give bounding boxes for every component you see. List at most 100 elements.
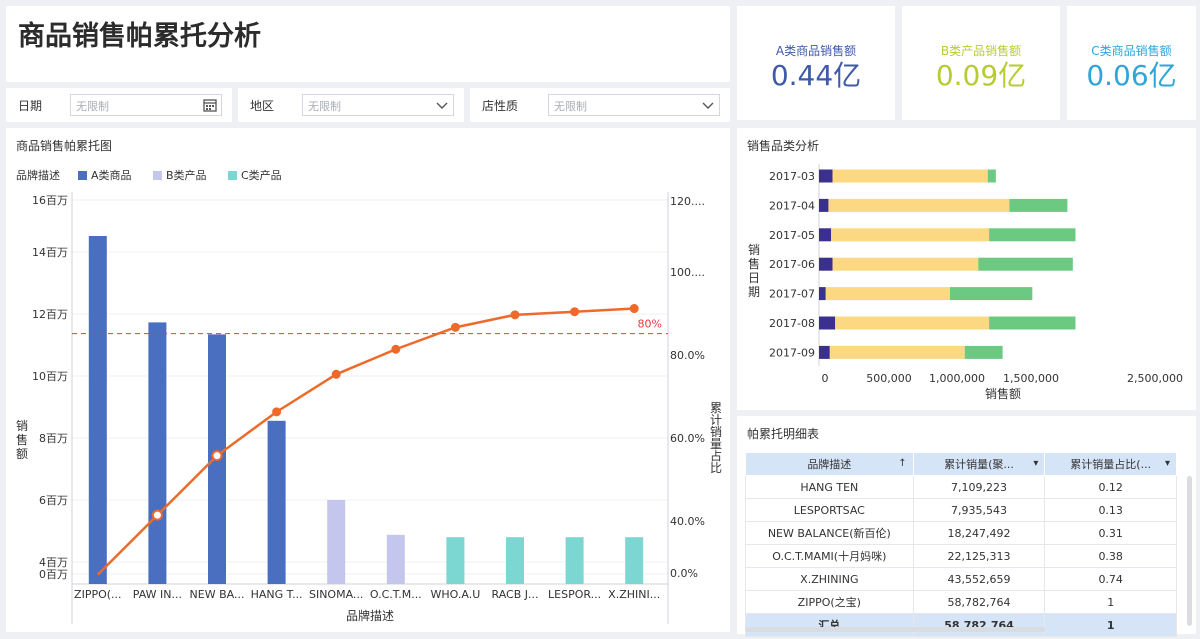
cat-bar-segment[interactable]: [819, 228, 832, 242]
calendar-icon[interactable]: [203, 98, 217, 112]
kpi-value-c: 0.06亿: [1086, 59, 1177, 92]
cumulative-point[interactable]: [211, 450, 223, 462]
cumulative-point[interactable]: [331, 369, 341, 379]
pareto-bar[interactable]: [88, 236, 107, 584]
table-row[interactable]: LESPORTSAC 7,935,543 0.13: [745, 498, 1177, 522]
pareto-bar[interactable]: [625, 537, 644, 584]
pareto-bar[interactable]: [506, 537, 524, 584]
table-row[interactable]: X.ZHINING 43,552,659 0.74: [745, 567, 1177, 591]
legend-item[interactable]: A类商品: [91, 168, 132, 182]
table-row[interactable]: NEW BALANCE(新百伦) 18,247,492 0.31: [745, 521, 1177, 545]
cat-bar-segment[interactable]: [828, 198, 1010, 212]
y-tick-label: 10百万: [32, 370, 68, 383]
filter-store-type: 店性质 无限制: [470, 88, 730, 122]
svg-text:占: 占: [710, 448, 722, 463]
cumulative-point[interactable]: [450, 322, 460, 332]
cat-bar-segment[interactable]: [989, 228, 1076, 242]
cat-bar-segment[interactable]: [949, 287, 1033, 301]
kpi-card-b: B类产品销售额 0.09亿: [902, 6, 1060, 120]
region-select[interactable]: 无限制: [302, 94, 454, 116]
cat-bar-segment[interactable]: [825, 287, 950, 301]
x-tick-label: ZIPPO(...: [74, 588, 122, 601]
x-tick-label: SINOMA...: [309, 588, 363, 601]
header-cum-sales[interactable]: 累计销量(聚... ▾: [912, 452, 1046, 476]
vertical-scrollbar[interactable]: [1187, 476, 1192, 626]
svg-text:计: 计: [710, 413, 722, 427]
cat-bar-segment[interactable]: [835, 316, 990, 330]
filter-region-label: 地区: [250, 99, 275, 113]
table-row[interactable]: ZIPPO(之宝) 58,782,764 1: [745, 590, 1177, 614]
cumulative-point[interactable]: [151, 509, 163, 521]
chevron-down-icon[interactable]: [701, 98, 715, 112]
title-panel: 商品销售帕累托分析: [6, 6, 730, 82]
horizontal-scrollbar[interactable]: [745, 627, 1045, 632]
table-cell: 0.31: [1044, 521, 1177, 545]
chevron-down-icon[interactable]: [435, 98, 449, 112]
legend-item[interactable]: C类产品: [241, 168, 282, 182]
cumulative-point[interactable]: [391, 344, 401, 354]
date-input[interactable]: 无限制: [70, 94, 222, 116]
pareto-bar[interactable]: [327, 500, 346, 584]
table-row[interactable]: O.C.T.MAMI(十月妈咪) 22,125,313 0.38: [745, 544, 1177, 568]
cumulative-point[interactable]: [570, 307, 580, 317]
dropdown-icon[interactable]: ▾: [1164, 458, 1170, 469]
cat-bar-segment[interactable]: [964, 345, 1003, 359]
x-tick-label: O.C.T.M...: [370, 588, 422, 601]
y-tick-label: 8百万: [39, 432, 68, 445]
legend-title: 品牌描述: [16, 168, 60, 182]
cat-bar-segment[interactable]: [1009, 198, 1068, 212]
cat-bar-segment[interactable]: [819, 198, 829, 212]
cat-bar-segment[interactable]: [989, 316, 1076, 330]
cat-bar-segment[interactable]: [832, 169, 988, 183]
cat-bar-segment[interactable]: [987, 169, 996, 183]
kpi-label-a: A类商品销售额: [775, 44, 857, 58]
cat-bar-segment[interactable]: [819, 169, 833, 183]
cat-y-tick-label: 2017-06: [769, 258, 815, 271]
table-cell: 1: [1044, 590, 1177, 614]
cumulative-point[interactable]: [629, 304, 639, 314]
table-row[interactable]: HANG TEN 7,109,223 0.12: [745, 475, 1177, 499]
table-cell: HANG TEN: [745, 475, 914, 499]
header-cum-ratio[interactable]: 累计销量占比(... ▾: [1044, 452, 1177, 476]
cat-bar-segment[interactable]: [819, 257, 833, 271]
sort-asc-icon[interactable]: ↑: [898, 458, 907, 469]
legend-swatch[interactable]: [153, 171, 162, 180]
table-cell: 22,125,313: [912, 544, 1046, 568]
kpi-card-a: A类商品销售额 0.44亿: [737, 6, 895, 120]
filter-region: 地区 无限制: [238, 88, 464, 122]
y-tick-label: 0百万: [39, 568, 68, 581]
pareto-bar[interactable]: [386, 534, 405, 584]
legend-item[interactable]: B类产品: [166, 168, 207, 182]
cumulative-line: [96, 307, 635, 576]
category-chart: 2017-03 2017-04 2017-05 2017-06 2017-07 2017-…: [748, 164, 1183, 401]
pareto-bar[interactable]: [267, 420, 286, 584]
table-total-row: 汇总 58,782,764 1: [745, 613, 1177, 637]
legend-swatch[interactable]: [228, 171, 237, 180]
legend-swatch[interactable]: [78, 171, 87, 180]
table-cell: NEW BALANCE(新百伦): [745, 521, 914, 545]
cat-bar-segment[interactable]: [829, 345, 965, 359]
header-brand[interactable]: 品牌描述 ↑: [745, 452, 914, 476]
dropdown-icon[interactable]: ▾: [1033, 458, 1039, 469]
kpi-value-b: 0.09亿: [935, 59, 1027, 92]
cat-bar-segment[interactable]: [832, 257, 979, 271]
cat-y-tick-label: 2017-04: [769, 199, 815, 212]
cat-bar-segment[interactable]: [831, 228, 990, 242]
store-type-select[interactable]: 无限制: [548, 94, 720, 116]
cumulative-point[interactable]: [272, 407, 282, 417]
cat-bar-segment[interactable]: [819, 287, 826, 301]
y-tick-label: 16百万: [32, 194, 68, 207]
cumulative-point[interactable]: [510, 310, 520, 320]
date-placeholder: 无限制: [76, 100, 109, 113]
svg-text:累: 累: [710, 401, 722, 415]
x-tick-label: RACB J...: [492, 588, 539, 601]
pareto-bar[interactable]: [565, 537, 584, 584]
table-cell: 0.38: [1044, 544, 1177, 568]
pareto-bar[interactable]: [446, 537, 465, 584]
cat-bar-segment[interactable]: [819, 345, 830, 359]
cat-bar-segment[interactable]: [819, 316, 836, 330]
cat-bar-segment[interactable]: [978, 257, 1073, 271]
pareto-bar[interactable]: [148, 322, 167, 584]
y-tick-label: 12百万: [32, 308, 68, 321]
